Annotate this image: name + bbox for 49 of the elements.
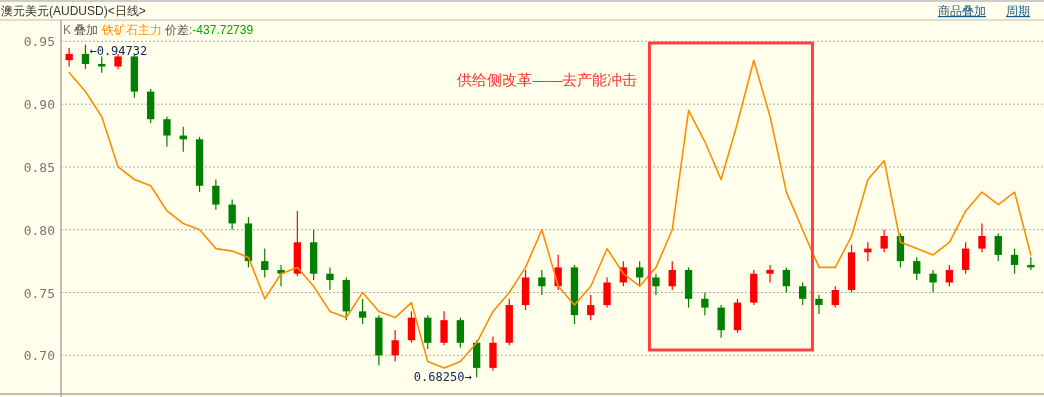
candlestick	[978, 222, 986, 253]
y-tick-label: 0.95	[23, 34, 55, 50]
candlestick	[261, 247, 269, 279]
annotation: ←0.94732	[89, 43, 148, 58]
candlestick	[913, 256, 921, 281]
candlestick	[587, 294, 595, 321]
y-tick-label: 0.90	[23, 97, 55, 113]
text: 铁矿石主力	[100, 23, 162, 37]
text: 商品叠加	[938, 4, 986, 18]
candlestick	[163, 116, 171, 148]
candlestick	[228, 198, 236, 231]
candlestick	[717, 304, 725, 339]
candlestick	[407, 310, 416, 344]
candlestick	[456, 317, 465, 349]
candlestick	[1010, 247, 1019, 275]
candlestick	[635, 260, 644, 287]
y-tick-label: 0.80	[23, 222, 55, 238]
candlestick	[668, 260, 676, 291]
candlestick	[929, 269, 937, 294]
candlestick	[994, 232, 1002, 262]
candlestick	[701, 291, 709, 316]
text: 周期	[1006, 4, 1030, 18]
candlestick	[326, 266, 334, 291]
candlestick	[831, 285, 839, 309]
y-tick-label: 0.75	[23, 285, 55, 301]
candlestick	[440, 310, 448, 346]
candlestick	[815, 294, 823, 315]
annotation: 叠加	[71, 23, 102, 37]
candlestick	[358, 298, 367, 325]
candlestick	[766, 264, 774, 284]
candlestick	[81, 44, 90, 70]
annotation: K	[63, 23, 72, 37]
candlestick	[961, 241, 970, 275]
candlestick	[538, 269, 546, 296]
candlestick	[945, 264, 954, 287]
candlestick	[212, 178, 220, 211]
y-tick-label: 0.85	[23, 159, 55, 175]
candlestick	[782, 266, 791, 294]
candlestick	[652, 273, 660, 296]
candlestick	[798, 281, 807, 306]
y-tick-label: 0.70	[23, 348, 55, 364]
annotation: 0.68250→	[413, 370, 472, 385]
candlestick	[880, 229, 888, 253]
candlestick	[391, 329, 399, 363]
annotation: 供给侧改革——去产能冲击	[457, 71, 638, 88]
chart-title: 澳元美元(AUDUSD)<日线>	[1, 4, 146, 18]
candlestick	[65, 47, 73, 68]
candlestick	[603, 276, 611, 309]
annotation: 价差:-437.72739	[161, 23, 254, 37]
